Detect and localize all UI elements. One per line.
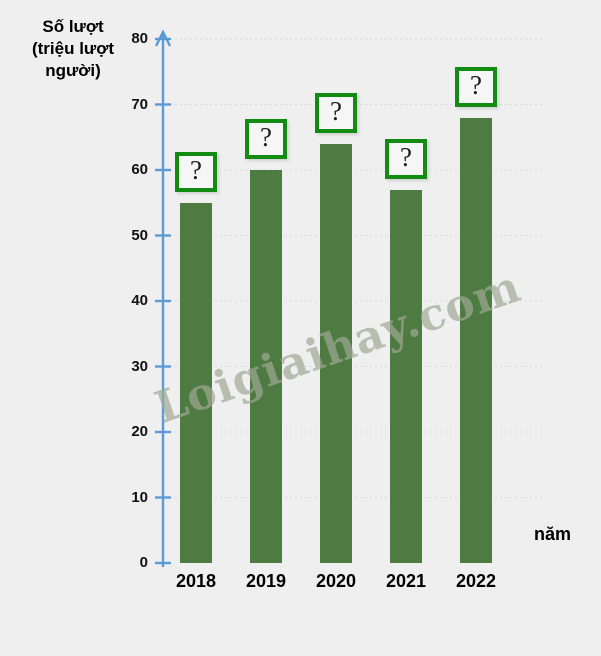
y-tick-label: 20 <box>131 423 148 440</box>
y-axis-title: Số lượt (triệu lượt người) <box>14 16 132 82</box>
y-tick-label: 10 <box>131 488 148 506</box>
y-axis-title-line: (triệu lượt <box>31 39 114 58</box>
y-tick-label: 70 <box>131 95 148 113</box>
x-axis-label: năm <box>534 524 572 544</box>
value-placeholder-box-2018: ? <box>175 151 217 192</box>
value-placeholder-box-2022: ? <box>455 66 497 107</box>
bar-2022 <box>460 117 492 563</box>
y-tick-label: 30 <box>131 357 148 375</box>
question-mark: ? <box>190 154 202 185</box>
question-mark: ? <box>400 141 412 172</box>
bar-2018 <box>180 202 212 563</box>
bar-2021 <box>390 189 422 563</box>
question-mark: ? <box>260 122 272 152</box>
y-axis-title-line: Số lượt <box>42 17 104 36</box>
question-mark: ? <box>330 95 342 126</box>
x-category-label-2018: 2018 <box>175 571 217 591</box>
x-category-label-2021: 2021 <box>385 571 427 591</box>
axis-arrow-icon <box>154 29 172 47</box>
question-mark: ? <box>470 69 482 100</box>
y-tick-label: 60 <box>131 161 148 178</box>
bar-2020 <box>320 143 352 563</box>
x-category-label-2022: 2022 <box>455 571 497 591</box>
value-placeholder-box-2021: ? <box>385 138 427 179</box>
y-tick-label: 40 <box>131 292 148 309</box>
y-axis-title-line: người) <box>45 61 101 80</box>
bar-2019 <box>250 170 282 563</box>
value-placeholder-box-2020: ? <box>315 92 357 133</box>
x-category-label-2019: 2019 <box>245 571 287 591</box>
y-tick-label: 0 <box>139 554 148 571</box>
value-placeholder-box-2019: ? <box>245 119 287 159</box>
x-category-label-2020: 2020 <box>315 571 357 591</box>
y-tick-label: 80 <box>131 30 148 47</box>
y-tick-label: 50 <box>131 226 148 244</box>
